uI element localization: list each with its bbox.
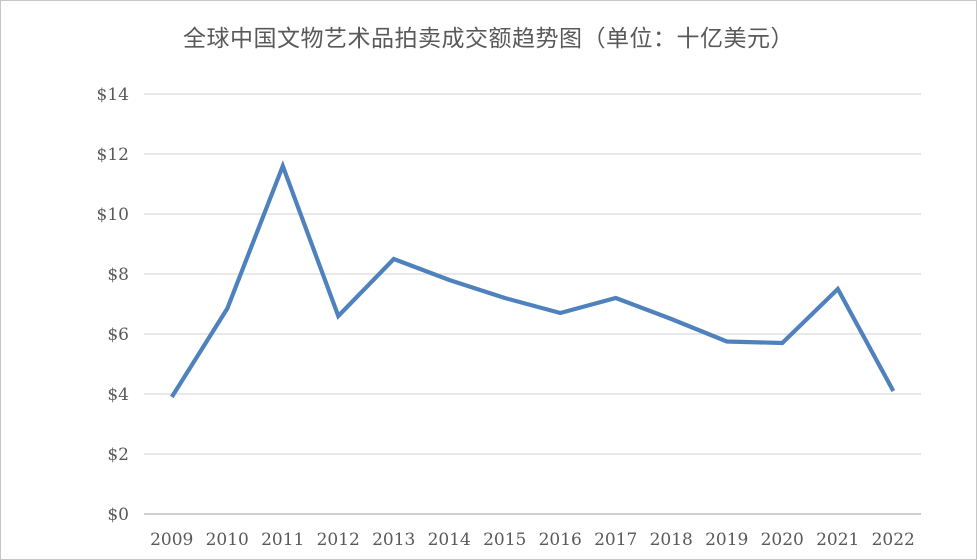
x-tick-label: 2013 xyxy=(372,530,415,550)
x-tick-label: 2010 xyxy=(206,530,249,550)
x-tick-label: 2020 xyxy=(761,530,804,550)
x-tick-label: 2019 xyxy=(705,530,748,550)
x-tick-label: 2009 xyxy=(150,530,193,550)
x-tick-label: 2022 xyxy=(872,530,915,550)
x-tick-label: 2012 xyxy=(317,530,360,550)
y-tick-label: $2 xyxy=(107,445,129,465)
y-tick-label: $0 xyxy=(107,505,129,525)
x-tick-label: 2014 xyxy=(428,530,471,550)
y-tick-label: $4 xyxy=(107,385,129,405)
y-tick-label: $8 xyxy=(107,265,129,285)
y-tick-label: $12 xyxy=(97,145,129,165)
x-tick-label: 2011 xyxy=(261,530,304,550)
x-tick-label: 2018 xyxy=(650,530,693,550)
x-tick-label: 2017 xyxy=(594,530,637,550)
y-tick-label: $14 xyxy=(97,85,129,105)
x-tick-label: 2021 xyxy=(816,530,859,550)
y-tick-label: $10 xyxy=(97,205,129,225)
x-tick-label: 2016 xyxy=(539,530,582,550)
x-tick-label: 2015 xyxy=(483,530,526,550)
y-tick-label: $6 xyxy=(107,325,129,345)
chart-title: 全球中国文物艺术品拍卖成交额趋势图（单位：十亿美元） xyxy=(183,26,794,52)
data-series-line xyxy=(170,160,896,399)
